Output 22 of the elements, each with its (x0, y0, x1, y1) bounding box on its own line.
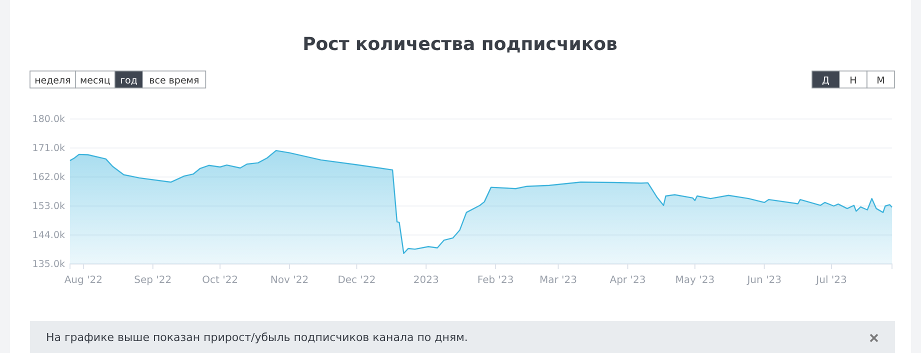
x-tick-label: Apr '23 (610, 275, 646, 286)
y-tick-label: 135.0k (32, 259, 66, 270)
chart-title: Рост количества подписчиков (302, 34, 618, 55)
y-tick-label: 171.0k (32, 143, 66, 154)
y-tick-label: 153.0k (32, 201, 66, 212)
x-tick-label: Jun '23 (746, 275, 782, 286)
y-tick-label: 180.0k (32, 114, 66, 126)
x-tick-label: Nov '22 (270, 275, 309, 286)
y-tick-label: 144.0k (32, 230, 66, 242)
period-toggle: неделя месяц год все время (30, 70, 206, 88)
x-tick-label: Oct '22 (202, 275, 238, 286)
y-tick-label: 162.0k (32, 172, 66, 184)
x-tick-label: May '23 (675, 275, 715, 286)
x-tick-label: Mar '23 (540, 275, 578, 286)
x-tick-label: Aug '22 (64, 275, 103, 286)
x-tick-label: Feb '23 (477, 275, 514, 286)
x-tick-label: Sep '22 (134, 275, 172, 286)
step-toggle: Д Н М (812, 70, 895, 88)
x-tick-label: 2023 (413, 275, 439, 286)
text: На графике выше показан прирост/убыль подписчиков канала по дням. (46, 331, 468, 344)
x-tick-label: Dec '22 (338, 275, 376, 286)
x-tick-label: Jul '23 (815, 275, 847, 286)
